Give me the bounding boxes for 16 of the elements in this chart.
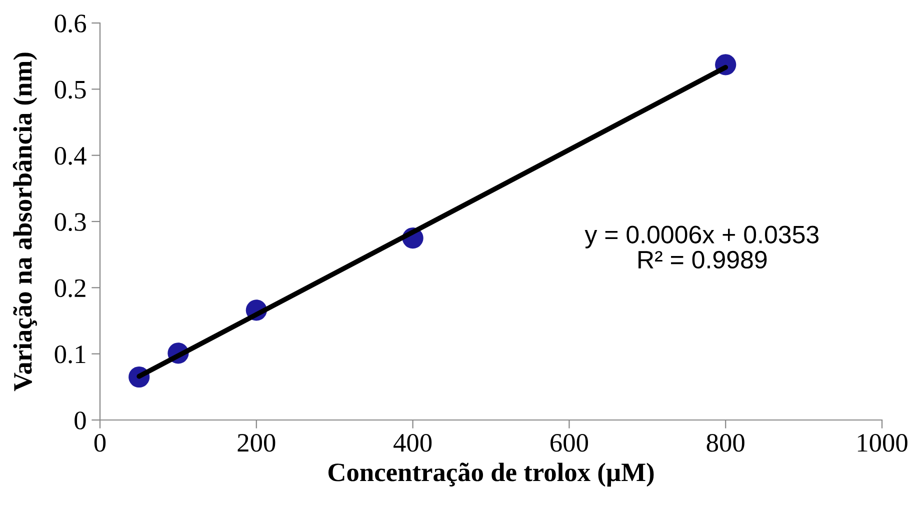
y-tick-label: 0.5 <box>54 80 86 99</box>
x-tick-label: 200 <box>238 434 276 452</box>
x-axis-title: Concentração de trolox (µM) <box>328 462 654 487</box>
x-tick-label: 800 <box>706 434 744 452</box>
y-tick-label: 0.1 <box>54 345 86 364</box>
x-tick-label: 400 <box>394 434 432 452</box>
y-tick-label: 0.2 <box>54 279 86 298</box>
y-axis-title: Variação na absorbância (nm) <box>12 52 38 392</box>
x-tick-label: 1000 <box>858 434 908 452</box>
y-tick-label: 0.3 <box>54 213 86 232</box>
x-tick-label: 600 <box>550 434 588 452</box>
y-tick-label: 0 <box>74 412 86 430</box>
y-tick-label: 0.4 <box>54 146 86 165</box>
annotation: y = 0.0006x + 0.0353 R² = 0.9989 <box>584 226 819 269</box>
y-tick-label: 0.6 <box>54 14 86 33</box>
x-tick-label: 0 <box>94 434 106 452</box>
